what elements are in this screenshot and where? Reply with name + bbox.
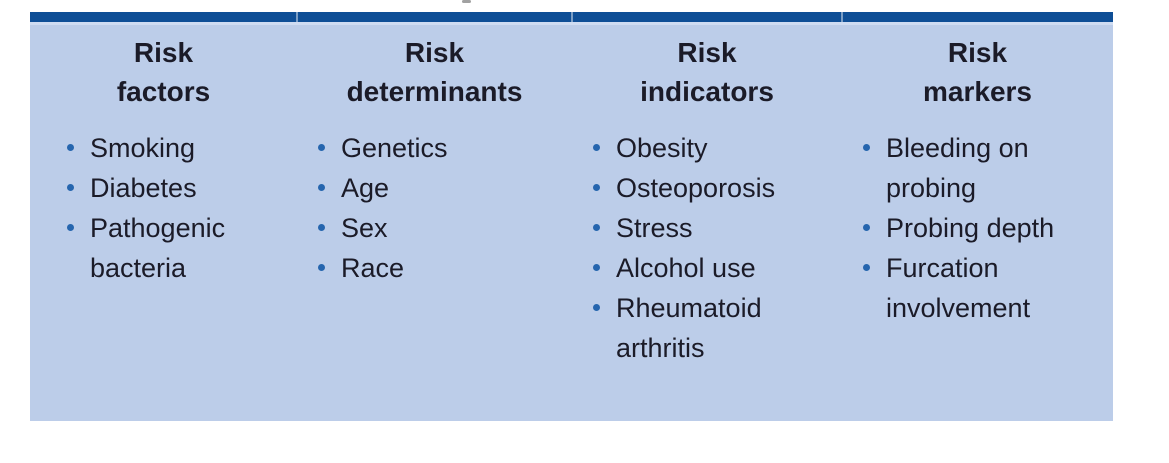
column-title-line1: Risk (947, 37, 1008, 68)
list-item: Pathogenic bacteria (67, 208, 291, 288)
list-item: Furcation involvement (863, 248, 1107, 328)
column-title-line2: indicators (640, 76, 774, 107)
list-item: Age (318, 168, 566, 208)
crop-artifact (462, 0, 471, 3)
column-title-line2: factors (116, 76, 211, 107)
column-title: Risk markers (842, 33, 1113, 111)
column-divider (571, 12, 573, 22)
list-item: Osteoporosis (593, 168, 836, 208)
column-title: Risk factors (30, 33, 297, 111)
list-item: Sex (318, 208, 566, 248)
list-item: Probing depth (863, 208, 1107, 248)
list-item: Diabetes (67, 168, 291, 208)
column-risk-factors: Risk factors Smoking Diabetes Pathogenic b… (30, 25, 297, 421)
list-item: Rheumatoid arthritis (593, 288, 836, 368)
column-items: Genetics Age Sex Race (297, 128, 572, 288)
column-items: Bleeding on probing Probing depth Furcatio… (842, 128, 1113, 328)
column-title: Risk indicators (572, 33, 842, 111)
header-accent-bar (30, 12, 1113, 22)
list-item: Obesity (593, 128, 836, 168)
column-risk-indicators: Risk indicators Obesity Osteoporosis Stres… (572, 25, 842, 421)
column-title-line1: Risk (677, 37, 737, 68)
column-risk-determinants: Risk determinants Genetics Age Sex Race (297, 25, 572, 421)
table-body: Risk factors Smoking Diabetes Pathogenic b… (30, 22, 1113, 421)
list-item: Alcohol use (593, 248, 836, 288)
column-title-line1: Risk (404, 37, 465, 68)
list-item: Genetics (318, 128, 566, 168)
column-title: Risk determinants (297, 33, 572, 111)
risk-classification-table: Risk factors Smoking Diabetes Pathogenic b… (30, 12, 1113, 421)
list-item: Race (318, 248, 566, 288)
column-risk-markers: Risk markers Bleeding on probing Probing … (842, 25, 1113, 421)
list-item: Stress (593, 208, 836, 248)
column-divider (841, 12, 843, 22)
column-title-line2: determinants (346, 76, 523, 107)
list-item: Smoking (67, 128, 291, 168)
column-title-line1: Risk (133, 37, 194, 68)
column-items: Obesity Osteoporosis Stress Alcohol use Rheu… (572, 128, 842, 368)
column-title-line2: markers (923, 76, 1032, 107)
list-item: Bleeding on probing (863, 128, 1107, 208)
column-items: Smoking Diabetes Pathogenic bacteria (30, 128, 297, 288)
column-divider (296, 12, 298, 22)
